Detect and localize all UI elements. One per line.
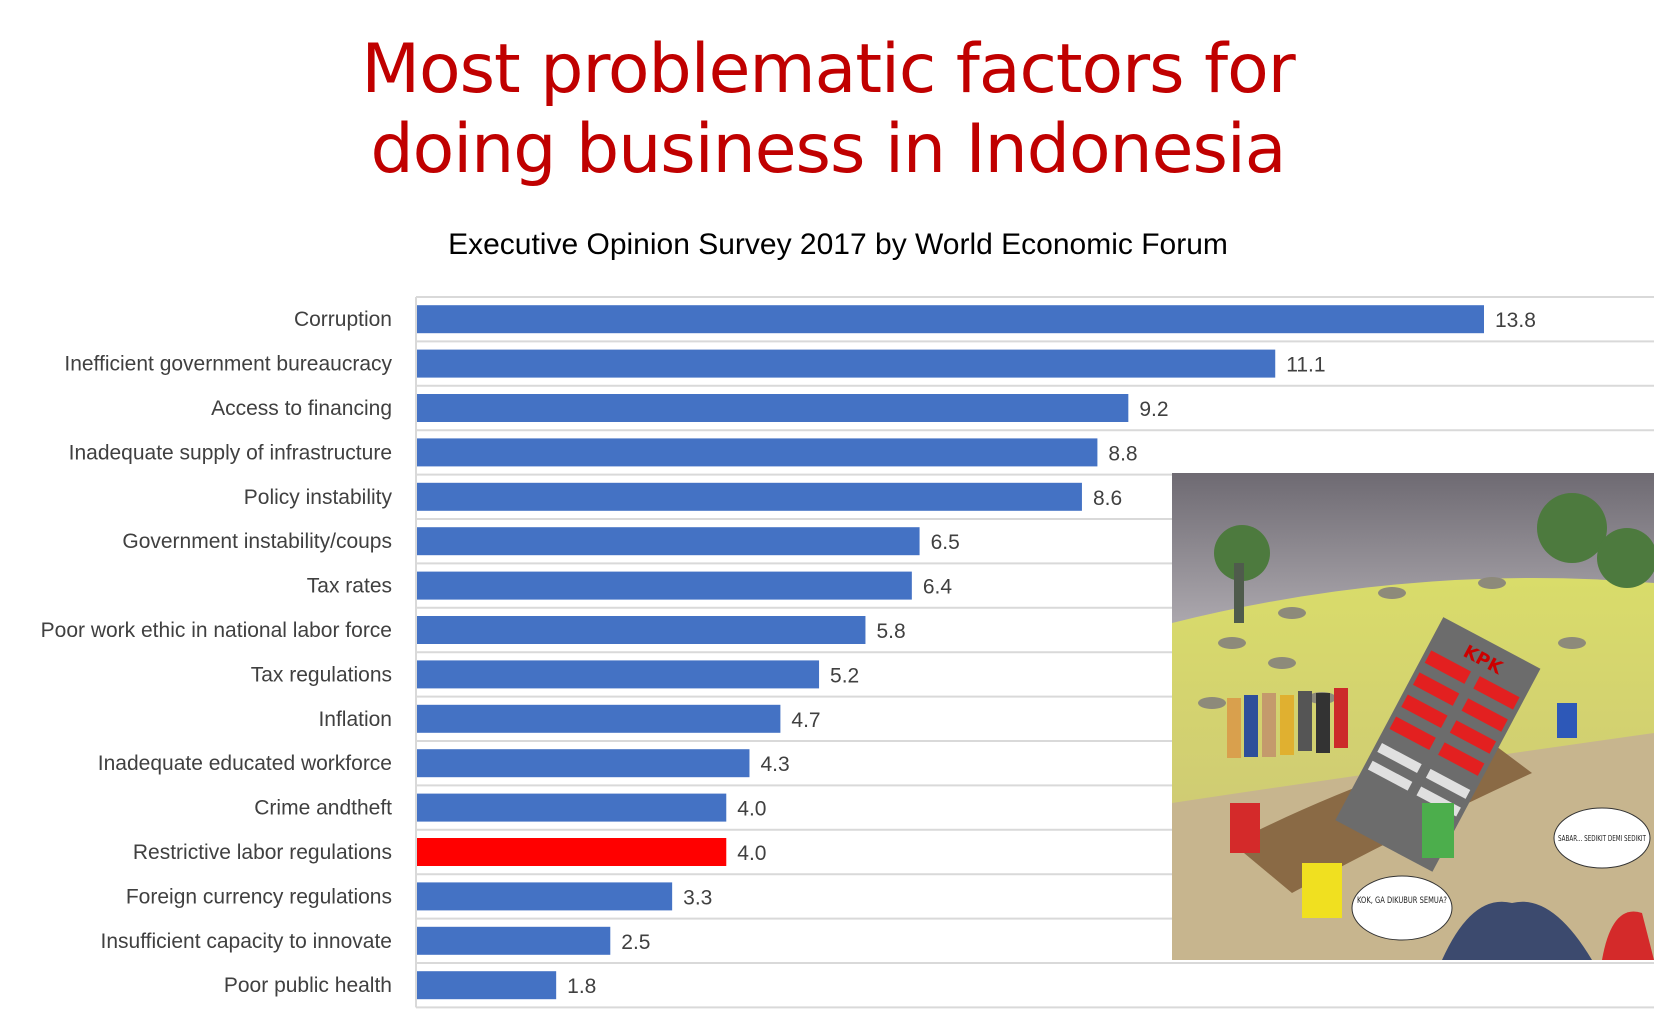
category-label: Inadequate educated workforce [98, 752, 392, 775]
bar-highlighted [417, 838, 727, 866]
category-label: Tax rates [307, 575, 392, 598]
speech-bubble-2: SABAR... SEDIKIT DEMI SEDIKIT [1553, 807, 1651, 869]
page-title: Most problematic factors for doing busin… [0, 30, 1656, 190]
value-label: 5.8 [876, 620, 905, 643]
category-label: Poor work ethic in national labor force [41, 619, 392, 642]
category-label: Foreign currency regulations [126, 885, 392, 908]
bar [417, 749, 750, 778]
bar [417, 571, 912, 600]
category-label: Government instability/coups [122, 530, 392, 553]
category-label: Inflation [318, 708, 392, 731]
category-label: Insufficient capacity to innovate [101, 930, 392, 953]
value-label: 4.3 [760, 753, 789, 776]
bar [417, 882, 673, 911]
value-label: 4.0 [737, 798, 766, 821]
bar [417, 349, 1276, 378]
category-label: Poor public health [224, 974, 392, 997]
title-line-2: doing business in Indonesia [370, 110, 1287, 189]
value-label: 1.8 [567, 975, 596, 998]
value-label: 9.2 [1139, 398, 1168, 421]
bar [417, 793, 727, 822]
bar [417, 438, 1098, 467]
svg-text:KOK, GA DIKUBUR SEMUA?: KOK, GA DIKUBUR SEMUA? [1357, 896, 1447, 906]
value-label: 13.8 [1495, 309, 1536, 332]
value-label: 6.4 [923, 576, 953, 599]
kpk-building-icon: KPK [1335, 617, 1541, 872]
bar [417, 704, 781, 733]
svg-text:SABAR... SEDIKIT DEMI SEDIKIT: SABAR... SEDIKIT DEMI SEDIKIT [1558, 834, 1646, 843]
category-label: Policy instability [244, 486, 393, 509]
value-label: 6.5 [931, 531, 960, 554]
value-label: 8.8 [1108, 442, 1137, 465]
bar [417, 926, 611, 955]
category-label: Corruption [294, 308, 392, 331]
title-line-1: Most problematic factors for [361, 30, 1295, 109]
category-label: Crime andtheft [254, 797, 392, 820]
value-label: 5.2 [830, 664, 859, 687]
value-label: 11.1 [1286, 354, 1325, 377]
bar [417, 616, 866, 644]
value-label: 4.0 [737, 842, 766, 865]
bar [417, 482, 1082, 511]
bar [417, 394, 1129, 422]
value-label: 8.6 [1093, 487, 1122, 510]
category-label: Access to financing [211, 397, 392, 420]
value-label: 3.3 [683, 886, 712, 909]
category-label: Inefficient government bureaucracy [64, 353, 392, 376]
tree-icon [1214, 493, 1654, 623]
bar [417, 971, 557, 1000]
chart-subtitle: Executive Opinion Survey 2017 by World E… [448, 228, 1228, 261]
category-label: Restrictive labor regulations [133, 841, 392, 864]
bar [417, 660, 820, 689]
bar [417, 305, 1484, 334]
bar [417, 527, 920, 556]
value-label: 2.5 [621, 931, 650, 954]
crowd-figures [1227, 688, 1654, 960]
value-label: 4.7 [791, 709, 820, 732]
category-label: Tax regulations [251, 663, 392, 686]
category-label: Inadequate supply of infrastructure [69, 441, 392, 464]
speech-bubble-1: KOK, GA DIKUBUR SEMUA? [1351, 875, 1453, 941]
cartoon-image: KPK KOK, GA DIKUBUR SEMUA? SABAR... SEDI… [1172, 473, 1654, 960]
